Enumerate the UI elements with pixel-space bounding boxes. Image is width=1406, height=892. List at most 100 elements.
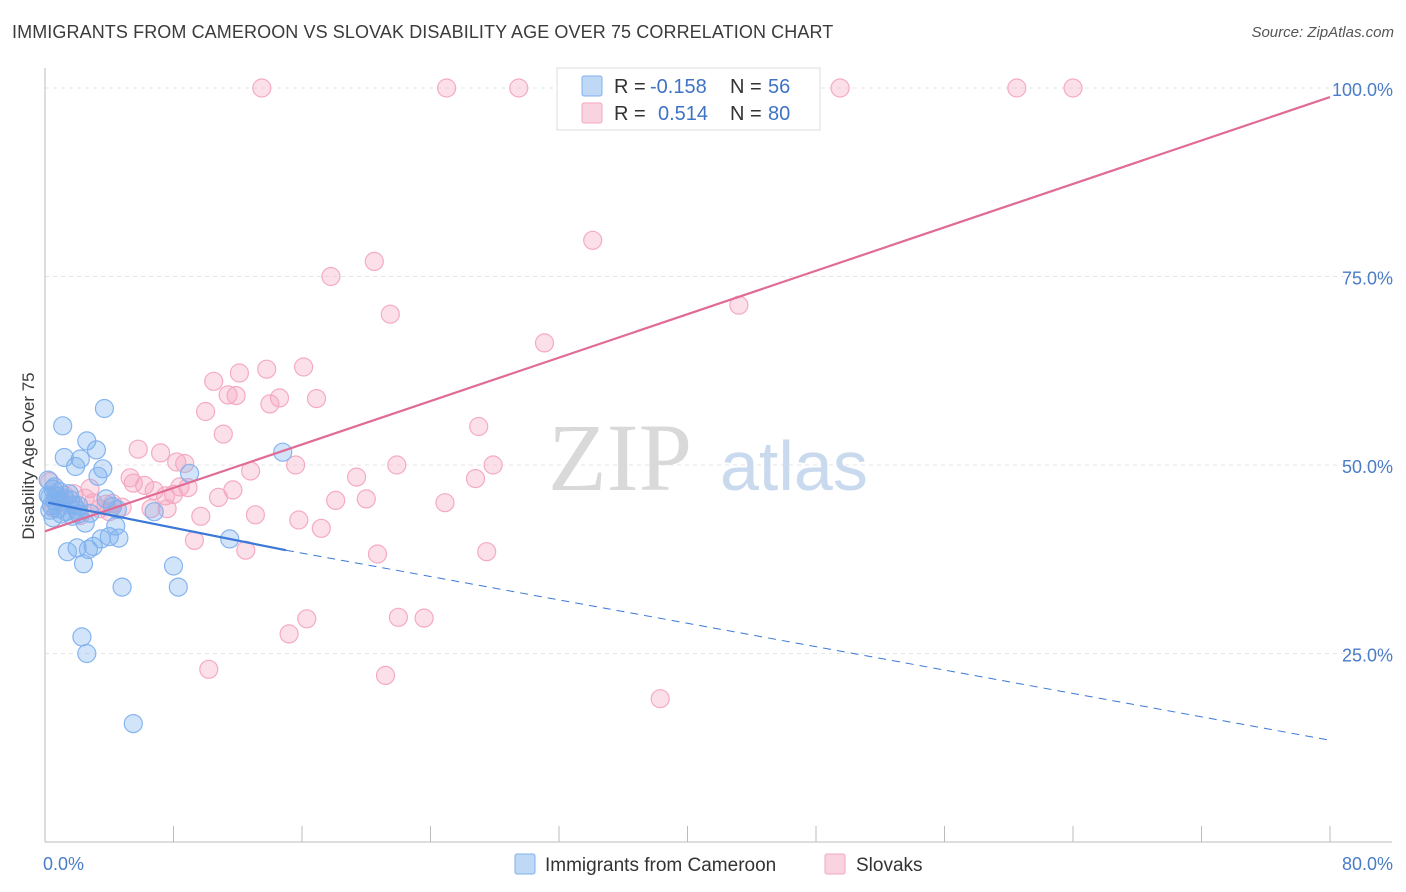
point-cameroon-24 (70, 449, 90, 469)
legend-n-value-slovaks: 80 (768, 103, 790, 125)
point-cameroon-25 (72, 627, 92, 647)
point-slovaks-75 (1007, 78, 1027, 98)
point-slovaks-52 (326, 490, 346, 510)
point-slovaks-53 (347, 467, 367, 487)
point-slovaks-43 (269, 388, 290, 408)
point-slovaks-46 (289, 510, 309, 530)
point-slovaks-57 (375, 665, 396, 686)
point-slovaks-56 (367, 544, 388, 564)
point-slovaks-47 (294, 357, 314, 377)
point-slovaks-65 (469, 416, 489, 437)
point-cameroon-42 (109, 528, 129, 548)
point-slovaks-24 (175, 453, 195, 474)
watermark-atlas: atlas (720, 427, 868, 505)
point-cameroon-54 (69, 496, 89, 516)
point-slovaks-29 (199, 659, 219, 679)
point-slovaks-39 (245, 505, 265, 525)
point-slovaks-66 (477, 542, 497, 562)
trend-line-cameroon (47, 501, 287, 552)
point-slovaks-41 (257, 359, 277, 379)
point-slovaks-69 (534, 333, 555, 353)
point-slovaks-35 (226, 386, 246, 406)
point-slovaks-64 (465, 469, 486, 489)
legend-n-value-cameroon: 56 (768, 76, 790, 98)
axes (44, 68, 1392, 843)
point-slovaks-28 (196, 401, 216, 422)
point-slovaks-33 (218, 385, 238, 405)
top-legend: R = -0.158 N = 56 R = 0.514 N = 80 (556, 67, 821, 131)
point-slovaks-15 (135, 475, 155, 495)
point-slovaks-74 (830, 78, 850, 98)
legend-n-label-cameroon: N = (730, 76, 762, 98)
point-slovaks-40 (252, 78, 272, 98)
legend-r-value-slovaks: 0.514 (658, 103, 708, 125)
point-slovaks-49 (306, 389, 327, 409)
point-cameroon-32 (83, 536, 103, 557)
point-cameroon-44 (123, 713, 143, 734)
point-cameroon-47 (168, 577, 188, 597)
x-tick-label-0: 0.0% (43, 854, 84, 874)
y-tick-label-0: 25.0% (1342, 646, 1393, 666)
point-slovaks-61 (414, 608, 434, 628)
point-slovaks-27 (191, 506, 211, 526)
point-slovaks-55 (364, 251, 384, 271)
watermark-zip: ZIP (548, 404, 692, 511)
point-slovaks-22 (167, 452, 187, 472)
trend-line-cameroon-extension (285, 549, 1331, 741)
watermark: ZIP atlas (548, 404, 868, 511)
bottom-legend-swatch-slovaks (824, 853, 846, 875)
y-tick-label-2: 75.0% (1342, 269, 1393, 289)
bottom-legend-label-cameroon: Immigrants from Cameroon (545, 855, 776, 876)
source-label: Source: ZipAtlas.com (1251, 24, 1394, 41)
point-slovaks-36 (229, 363, 249, 383)
point-slovaks-67 (483, 455, 503, 475)
point-cameroon-33 (86, 440, 107, 460)
legend-r-label-slovaks: R = (614, 103, 646, 125)
point-cameroon-39 (99, 526, 119, 547)
point-slovaks-72 (650, 689, 670, 709)
series-slovaks (40, 78, 1083, 709)
y-axis-title: Disability Age Over 75 (19, 372, 38, 539)
point-slovaks-50 (311, 518, 331, 538)
point-slovaks-30 (204, 371, 224, 391)
point-slovaks-48 (297, 609, 317, 629)
point-slovaks-14 (128, 439, 148, 459)
bottom-legend-label-slovaks: Slovaks (856, 855, 923, 876)
bottom-legend-swatch-cameroon (514, 853, 536, 875)
point-cameroon-26 (73, 554, 94, 574)
point-cameroon-45 (144, 502, 164, 522)
point-slovaks-13 (123, 473, 143, 493)
point-slovaks-59 (387, 455, 407, 475)
legend-swatch-slovaks (581, 102, 603, 124)
x-tick-labels: 0.0% 80.0% (43, 854, 1393, 874)
point-slovaks-34 (223, 480, 243, 500)
point-slovaks-42 (260, 394, 280, 414)
point-cameroon-15 (57, 542, 78, 562)
point-cameroon-28 (77, 643, 97, 664)
point-slovaks-70 (583, 230, 603, 250)
bottom-legend: Immigrants from Cameroon Slovaks (514, 853, 923, 876)
point-slovaks-44 (279, 624, 299, 644)
point-cameroon-50 (273, 442, 293, 462)
point-cameroon-37 (94, 398, 115, 419)
trend-line-slovaks (44, 96, 1331, 533)
legend-n-label-slovaks: N = (730, 103, 762, 125)
trend-lines (44, 96, 1331, 741)
point-slovaks-25 (178, 478, 198, 498)
x-tick-label-1: 80.0% (1342, 854, 1393, 874)
y-tick-label-1: 50.0% (1342, 457, 1393, 477)
grid-lines (45, 87, 1392, 654)
point-slovaks-51 (321, 266, 341, 287)
point-slovaks-16 (141, 499, 161, 519)
point-slovaks-54 (356, 489, 376, 509)
legend-swatch-cameroon (581, 75, 603, 97)
y-tick-label-3: 100.0% (1332, 80, 1393, 100)
legend-r-value-cameroon: -0.158 (650, 76, 707, 98)
chart-title: IMMIGRANTS FROM CAMEROON VS SLOVAK DISAB… (12, 22, 834, 42)
point-slovaks-60 (388, 607, 408, 627)
point-cameroon-43 (112, 577, 132, 597)
y-tick-labels: 25.0% 50.0% 75.0% 100.0% (1332, 80, 1393, 666)
point-slovaks-76 (1063, 78, 1083, 98)
point-slovaks-18 (151, 443, 171, 463)
point-cameroon-52 (44, 477, 65, 497)
